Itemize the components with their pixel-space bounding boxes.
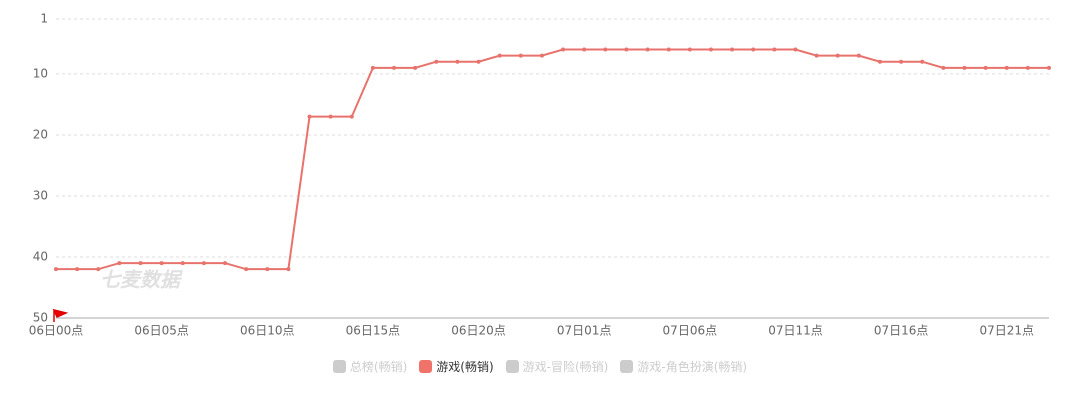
x-tick-label: 07日06点 — [663, 324, 718, 338]
data-point — [962, 65, 967, 70]
data-point — [645, 47, 650, 52]
flag-icon — [52, 308, 69, 322]
x-tick-label: 07日21点 — [979, 324, 1034, 338]
data-point — [434, 59, 439, 64]
data-point — [265, 267, 270, 272]
x-tick-label: 06日00点 — [29, 324, 84, 338]
x-tick-label: 06日05点 — [134, 324, 189, 338]
data-point — [1025, 65, 1030, 70]
data-point — [455, 59, 460, 64]
data-point — [877, 59, 882, 64]
data-point — [835, 53, 840, 58]
data-point — [708, 47, 713, 52]
y-tick-label: 30 — [33, 188, 48, 202]
data-point — [1047, 65, 1051, 70]
x-tick-label: 06日20点 — [451, 324, 506, 338]
data-point — [624, 47, 629, 52]
y-tick-label: 20 — [33, 127, 48, 141]
legend-item[interactable]: 游戏(畅销) — [419, 358, 494, 375]
legend-swatch — [620, 360, 634, 373]
legend-label: 游戏-角色扮演(畅销) — [637, 360, 748, 374]
data-point — [561, 47, 566, 52]
data-point — [920, 59, 925, 64]
data-point — [180, 261, 185, 266]
data-point — [856, 53, 861, 58]
legend-swatch — [419, 360, 433, 373]
legend-swatch — [505, 360, 519, 373]
x-tick-label: 07日11点 — [768, 324, 823, 338]
data-point — [244, 267, 249, 272]
data-point — [814, 53, 819, 58]
x-tick-label: 06日10点 — [240, 324, 295, 338]
x-tick-label: 06日15点 — [346, 324, 401, 338]
data-point — [687, 47, 692, 52]
data-point — [413, 65, 418, 70]
y-tick-label: 10 — [33, 66, 48, 80]
legend-label: 游戏(畅销) — [436, 360, 494, 374]
data-point — [666, 47, 671, 52]
x-tick-label: 07日01点 — [557, 324, 612, 338]
data-point — [117, 261, 122, 266]
legend-label: 游戏-冒险(畅销) — [522, 360, 609, 374]
data-point — [307, 114, 312, 119]
data-point — [539, 53, 544, 58]
legend-label: 总榜(畅销) — [349, 360, 408, 374]
data-point — [54, 267, 58, 272]
data-point — [941, 65, 946, 70]
data-point — [772, 47, 777, 52]
y-tick-label: 50 — [33, 311, 48, 325]
data-point — [328, 114, 333, 119]
data-point — [201, 261, 206, 266]
data-point — [603, 47, 608, 52]
data-point — [899, 59, 904, 64]
data-point — [518, 53, 523, 58]
legend: 总榜(畅销) 游戏(畅销) 游戏-冒险(畅销) 游戏-角色扮演(畅销) — [0, 358, 1080, 375]
data-point — [476, 59, 481, 64]
data-point — [159, 261, 164, 266]
data-point — [96, 267, 101, 272]
data-point — [730, 47, 735, 52]
data-point — [582, 47, 587, 52]
data-point — [223, 261, 228, 266]
x-tick-label: 07日16点 — [874, 324, 929, 338]
data-point — [983, 65, 988, 70]
data-point — [370, 65, 375, 70]
series-line — [56, 48, 1049, 271]
data-point — [286, 267, 291, 272]
data-point — [392, 65, 397, 70]
data-point — [75, 267, 80, 272]
legend-item[interactable]: 游戏-冒险(畅销) — [505, 358, 609, 375]
watermark: 七麦数据 — [100, 268, 183, 292]
data-point — [497, 53, 502, 58]
legend-item[interactable]: 游戏-角色扮演(畅销) — [620, 358, 747, 375]
legend-swatch — [332, 360, 346, 373]
data-point — [349, 114, 354, 119]
y-tick-label: 40 — [33, 249, 48, 263]
y-tick-label: 1 — [40, 12, 48, 26]
data-point — [138, 261, 143, 266]
legend-item[interactable]: 总榜(畅销) — [332, 358, 408, 375]
data-point — [1004, 65, 1009, 70]
data-point — [751, 47, 756, 52]
data-point — [793, 47, 798, 52]
